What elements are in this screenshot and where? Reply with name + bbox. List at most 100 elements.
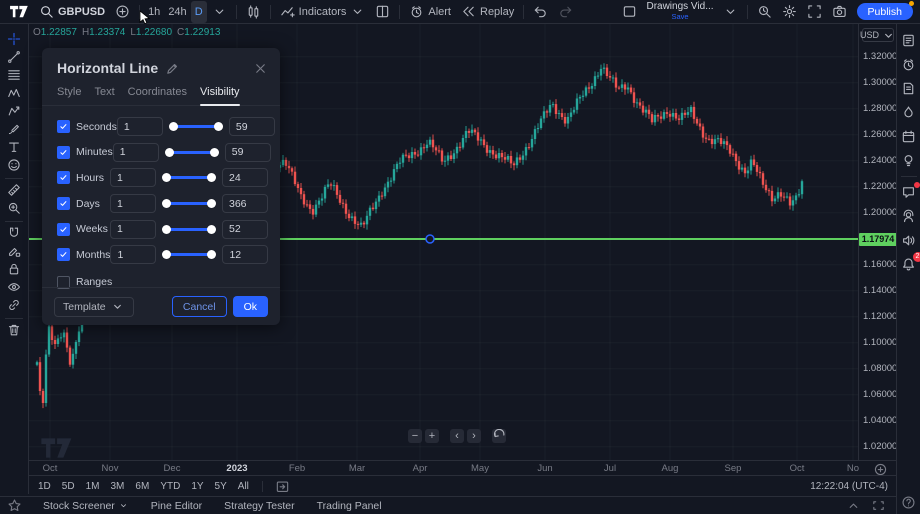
months-from-input[interactable] (110, 245, 157, 265)
zoom-out-button[interactable]: − (408, 429, 422, 443)
tab-visibility[interactable]: Visibility (199, 86, 240, 106)
weeks-to-input[interactable] (222, 219, 268, 239)
public-chats-icon[interactable] (899, 232, 919, 248)
link-drawings-icon[interactable] (3, 297, 25, 313)
minutes-to-input[interactable] (224, 142, 271, 162)
alerts-icon[interactable] (899, 56, 919, 72)
reset-chart-button[interactable] (492, 428, 506, 443)
undo-button[interactable] (528, 1, 553, 23)
cancel-button[interactable]: Cancel (171, 296, 227, 317)
weeks-checkbox[interactable] (57, 222, 70, 236)
ideas-icon[interactable] (899, 152, 919, 168)
hours-checkbox[interactable] (57, 171, 70, 185)
drawing-mode-icon[interactable] (3, 243, 25, 259)
hide-all-icon[interactable] (3, 279, 25, 295)
bottom-tab-pine-editor[interactable]: Pine Editor (150, 499, 203, 512)
range-ytd[interactable]: YTD (160, 480, 181, 492)
minutes-checkbox[interactable] (57, 145, 70, 159)
template-button[interactable]: Template (54, 296, 134, 317)
quick-search-button[interactable] (752, 1, 777, 23)
alert-button[interactable]: Alert (404, 1, 456, 23)
redo-button[interactable] (553, 1, 578, 23)
emoji-icon[interactable] (3, 157, 25, 173)
calendar-icon[interactable] (899, 128, 919, 144)
days-checkbox[interactable] (57, 197, 70, 211)
ok-button[interactable]: Ok (232, 296, 268, 317)
streams-icon[interactable] (899, 208, 919, 224)
seconds-range-slider[interactable] (168, 117, 223, 136)
close-icon[interactable] (253, 61, 268, 76)
scale-adjust-button[interactable] (873, 462, 888, 477)
minutes-range-slider[interactable] (164, 143, 219, 162)
tradingview-logo[interactable] (4, 1, 34, 23)
magnet-icon[interactable] (3, 225, 25, 241)
range-1y[interactable]: 1Y (191, 480, 204, 492)
bottom-tab-strategy-tester[interactable]: Strategy Tester (224, 499, 295, 512)
range-3m[interactable]: 3M (110, 480, 125, 492)
seconds-from-input[interactable] (116, 117, 163, 137)
interval-1h-button[interactable]: 1h (148, 5, 161, 18)
zoom-in-button[interactable]: + (425, 429, 439, 443)
notifications-icon[interactable]: 2 (899, 252, 920, 272)
ruler-icon[interactable] (3, 182, 25, 198)
projection-icon[interactable] (3, 103, 25, 119)
layout-dropdown[interactable] (718, 1, 743, 23)
brush-icon[interactable] (3, 121, 25, 137)
tab-style[interactable]: Style (57, 86, 82, 98)
bottom-tab-stock-screener[interactable]: Stock Screener (43, 500, 129, 512)
currency-toggle-button[interactable]: USD (860, 28, 894, 42)
tab-coordinates[interactable]: Coordinates (127, 86, 187, 98)
compare-add-symbol-button[interactable] (110, 1, 135, 23)
clock[interactable]: 12:22:04 (UTC-4) (810, 480, 888, 492)
interval-24h-button[interactable]: 24h (168, 5, 187, 18)
goto-date-button[interactable] (275, 479, 290, 494)
scroll-left-button[interactable]: ‹ (450, 429, 464, 443)
layout-panel-button[interactable] (617, 1, 642, 23)
minutes-from-input[interactable] (112, 142, 159, 162)
replay-button[interactable]: Replay (456, 1, 519, 23)
seconds-to-input[interactable] (228, 117, 275, 137)
hours-to-input[interactable] (222, 168, 268, 188)
range-all[interactable]: All (237, 480, 249, 492)
bottom-tab-trading-panel[interactable]: Trading Panel (316, 499, 382, 512)
interval-dropdown[interactable] (207, 1, 232, 23)
chart-type-button[interactable] (241, 1, 266, 23)
interval-d-button[interactable]: D (190, 0, 207, 23)
layout-templates-button[interactable] (370, 1, 395, 23)
crosshair-icon[interactable] (3, 31, 25, 47)
months-range-slider[interactable] (162, 245, 217, 264)
expand-panel-button[interactable] (846, 498, 861, 513)
news-icon[interactable] (899, 80, 919, 96)
maximize-panel-button[interactable] (871, 498, 886, 513)
ranges-checkbox[interactable] (57, 275, 70, 289)
range-1d[interactable]: 1D (38, 480, 51, 492)
fib-retracement-icon[interactable] (3, 67, 25, 83)
favorites-star-button[interactable] (0, 498, 29, 513)
range-5y[interactable]: 5Y (214, 480, 227, 492)
range-6m[interactable]: 6M (135, 480, 150, 492)
trash-icon[interactable] (3, 322, 25, 338)
hours-from-input[interactable] (110, 168, 156, 188)
range-5d[interactable]: 5D (61, 480, 75, 492)
days-from-input[interactable] (110, 194, 156, 214)
lock-all-icon[interactable] (3, 261, 25, 277)
months-to-input[interactable] (222, 245, 269, 265)
range-1m[interactable]: 1M (85, 480, 100, 492)
hotlists-icon[interactable] (899, 104, 919, 120)
weeks-from-input[interactable] (110, 219, 156, 239)
snapshot-button[interactable] (827, 1, 852, 23)
days-range-slider[interactable] (162, 194, 216, 213)
months-checkbox[interactable] (57, 248, 70, 262)
layout-name-button[interactable]: Drawings Vid... Save (642, 1, 717, 22)
chat-icon[interactable] (899, 182, 920, 200)
chart-settings-button[interactable] (777, 1, 802, 23)
time-scale[interactable]: Oct Nov Dec 2023 Feb Mar Apr May Jun Jul Aug Sep Oct… (29, 460, 896, 477)
watchlist-icon[interactable] (899, 32, 919, 48)
weeks-range-slider[interactable] (162, 220, 216, 239)
zoom-in-icon[interactable] (3, 200, 25, 216)
scroll-right-button[interactable]: › (467, 429, 481, 443)
pattern-icon[interactable] (3, 85, 25, 101)
publish-button[interactable]: Publish (856, 1, 914, 20)
hours-range-slider[interactable] (162, 168, 216, 187)
help-button[interactable] (896, 494, 920, 512)
